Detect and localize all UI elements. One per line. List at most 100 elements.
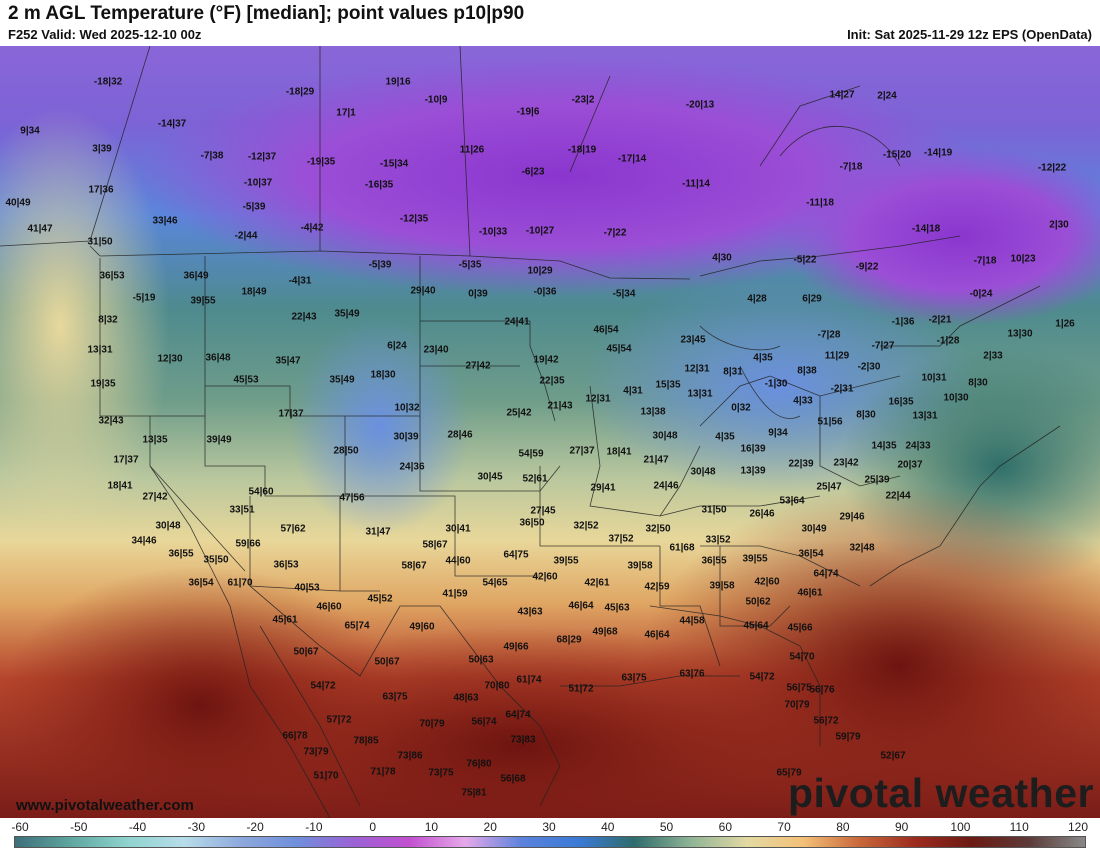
point-value-label: 33|46 xyxy=(152,215,178,227)
point-value-label: 3|39 xyxy=(92,143,112,155)
point-value-label: 57|72 xyxy=(326,714,352,726)
point-value-label: 54|60 xyxy=(248,486,274,498)
point-value-label: 49|66 xyxy=(503,641,529,653)
point-value-label: 26|46 xyxy=(749,508,775,520)
point-value-label: 13|35 xyxy=(142,434,168,446)
point-value-label: 19|16 xyxy=(385,76,411,88)
colorbar-tick-label: 70 xyxy=(777,820,791,834)
point-value-label: 27|45 xyxy=(530,505,556,517)
point-value-label: 45|52 xyxy=(367,593,393,605)
colorbar: -60 -50 -40 -30 -20 -10 0 10 20 30 40 50 60 70 80 90 100… xyxy=(0,818,1100,850)
point-value-label: 4|35 xyxy=(753,352,773,364)
point-value-label: 18|41 xyxy=(107,480,133,492)
point-value-label: 49|68 xyxy=(592,626,618,638)
point-value-label: 23|42 xyxy=(833,457,859,469)
colorbar-tick-label: 110 xyxy=(1009,820,1029,834)
point-value-label: -1|36 xyxy=(891,316,915,328)
point-value-label: 76|80 xyxy=(466,758,492,770)
point-value-label: 12|31 xyxy=(684,363,710,375)
point-value-label: 52|67 xyxy=(880,750,906,762)
colorbar-tick-label: 50 xyxy=(659,820,674,834)
point-value-label: 8|30 xyxy=(968,377,988,389)
point-value-label: -5|22 xyxy=(793,254,817,266)
point-value-label: -19|6 xyxy=(516,106,540,118)
point-value-label: 29|40 xyxy=(410,285,436,297)
point-value-label: 32|43 xyxy=(98,415,124,427)
point-value-label: 29|46 xyxy=(839,511,865,523)
point-value-label: 39|58 xyxy=(709,580,735,592)
point-value-label: 45|63 xyxy=(604,602,630,614)
colorbar-tick-label: 90 xyxy=(894,820,909,834)
colorbar-tick-label: 40 xyxy=(601,820,615,834)
point-value-label: 68|29 xyxy=(556,634,582,646)
point-value-label: 24|36 xyxy=(399,461,425,473)
point-value-label: -18|29 xyxy=(285,86,315,98)
point-value-label: 18|30 xyxy=(370,369,396,381)
point-value-label: -14|37 xyxy=(157,118,187,130)
point-value-label: -0|24 xyxy=(969,288,993,300)
point-value-label: 44|60 xyxy=(445,555,471,567)
point-value-label: 10|31 xyxy=(921,372,947,384)
point-value-label: 27|42 xyxy=(465,360,491,372)
point-value-label: 59|79 xyxy=(835,731,861,743)
point-value-label: 36|50 xyxy=(519,517,545,529)
point-value-label: 30|45 xyxy=(477,471,503,483)
point-value-label: 61|70 xyxy=(227,577,253,589)
point-value-label: 4|30 xyxy=(712,252,732,264)
point-value-label: 70|80 xyxy=(484,680,510,692)
point-value-label: -1|30 xyxy=(764,378,788,390)
point-value-label: 4|28 xyxy=(747,293,767,305)
point-value-label: 34|46 xyxy=(131,535,157,547)
point-value-label: 43|63 xyxy=(517,606,543,618)
map-title: 2 m AGL Temperature (°F) [median]; point… xyxy=(8,3,525,24)
point-value-label: 64|74 xyxy=(505,709,531,721)
point-value-label: 36|53 xyxy=(99,270,125,282)
point-value-label: 4|35 xyxy=(715,431,735,443)
colorbar-ticks: -60 -50 -40 -30 -20 -10 0 10 20 30 40 50 60 70 80 90 100… xyxy=(0,818,1100,836)
colorbar-tick-label: -20 xyxy=(246,820,264,834)
point-value-label: 46|60 xyxy=(316,601,342,613)
point-value-label: -6|23 xyxy=(521,166,545,178)
point-value-label: 42|59 xyxy=(644,581,670,593)
point-value-label: 54|70 xyxy=(789,651,815,663)
colorbar-bar xyxy=(14,836,1086,848)
point-value-label: 13|31 xyxy=(912,410,938,422)
point-value-label: 21|47 xyxy=(643,454,669,466)
point-value-label: 42|61 xyxy=(584,577,610,589)
point-value-label: -12|37 xyxy=(247,151,277,163)
point-value-label: 45|53 xyxy=(233,374,259,386)
point-value-label: 46|64 xyxy=(568,600,594,612)
point-value-label: 29|41 xyxy=(590,482,616,494)
point-value-label: -19|35 xyxy=(306,156,336,168)
point-value-label: 27|42 xyxy=(142,491,168,503)
point-value-label: -17|14 xyxy=(617,153,647,165)
point-value-label: 24|41 xyxy=(504,316,530,328)
point-value-label: 56|72 xyxy=(813,715,839,727)
point-value-label: 33|51 xyxy=(229,504,255,516)
point-value-label: -7|18 xyxy=(973,255,997,267)
colorbar-tick-label: -50 xyxy=(70,820,88,834)
point-value-label: 75|81 xyxy=(461,787,487,799)
point-value-label: 54|65 xyxy=(482,577,508,589)
point-value-label: 9|34 xyxy=(768,427,788,439)
point-value-label: 19|35 xyxy=(90,378,116,390)
point-value-label: 47|56 xyxy=(339,492,365,504)
point-value-label: -18|32 xyxy=(93,76,123,88)
point-value-label: 70|79 xyxy=(419,718,445,730)
point-value-label: 44|58 xyxy=(679,615,705,627)
point-value-label: 30|48 xyxy=(652,430,678,442)
point-value-label: -4|42 xyxy=(300,222,324,234)
point-value-label: 71|78 xyxy=(370,766,396,778)
point-value-label: -0|36 xyxy=(533,286,557,298)
point-value-label: 64|75 xyxy=(503,549,529,561)
point-value-label: -5|35 xyxy=(458,259,482,271)
point-value-label: 2|33 xyxy=(983,350,1003,362)
point-value-label: 73|83 xyxy=(510,734,536,746)
point-value-label: 49|60 xyxy=(409,621,435,633)
colorbar-tick-label: 30 xyxy=(542,820,556,834)
point-value-label: 46|54 xyxy=(593,324,619,336)
brand-watermark: pivotal weather xyxy=(788,770,1094,816)
point-value-label: 66|78 xyxy=(282,730,308,742)
point-value-label: 13|31 xyxy=(87,344,113,356)
point-value-label: 33|52 xyxy=(705,534,731,546)
